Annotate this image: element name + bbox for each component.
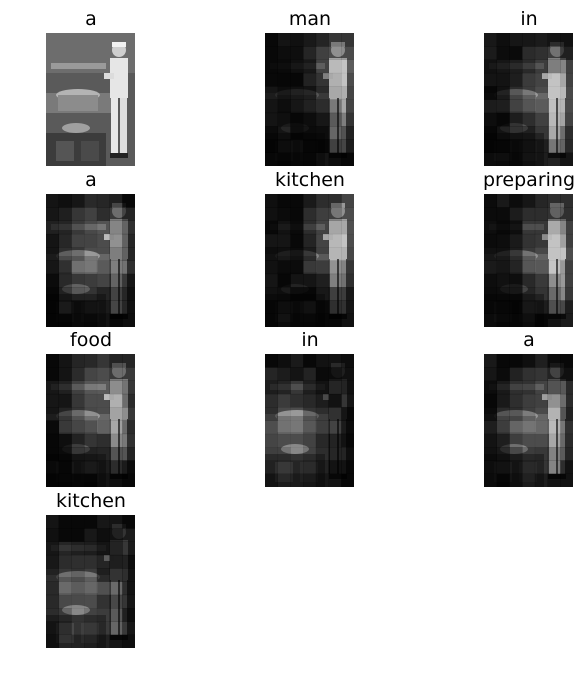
attention-image <box>265 354 354 487</box>
attention-image <box>46 33 135 166</box>
attention-image <box>265 194 354 327</box>
attention-image <box>265 33 354 166</box>
attention-image <box>46 194 135 327</box>
attention-image <box>484 33 573 166</box>
panel-word-label: preparing <box>482 169 576 191</box>
panel-word-label: kitchen <box>275 169 345 191</box>
attention-image <box>484 354 573 487</box>
panel-word-label: kitchen <box>56 490 126 512</box>
attention-image <box>46 515 135 648</box>
panel-word-label: food <box>70 329 112 351</box>
panel-word-label: a <box>523 329 535 351</box>
panel-word-label: in <box>301 329 319 351</box>
panel-word-label: a <box>85 169 97 191</box>
panel-word-label: man <box>288 8 332 30</box>
panel-word-label: in <box>520 8 538 30</box>
panel-word-label: a <box>85 8 97 30</box>
attention-image <box>484 194 573 327</box>
attention-image <box>46 354 135 487</box>
